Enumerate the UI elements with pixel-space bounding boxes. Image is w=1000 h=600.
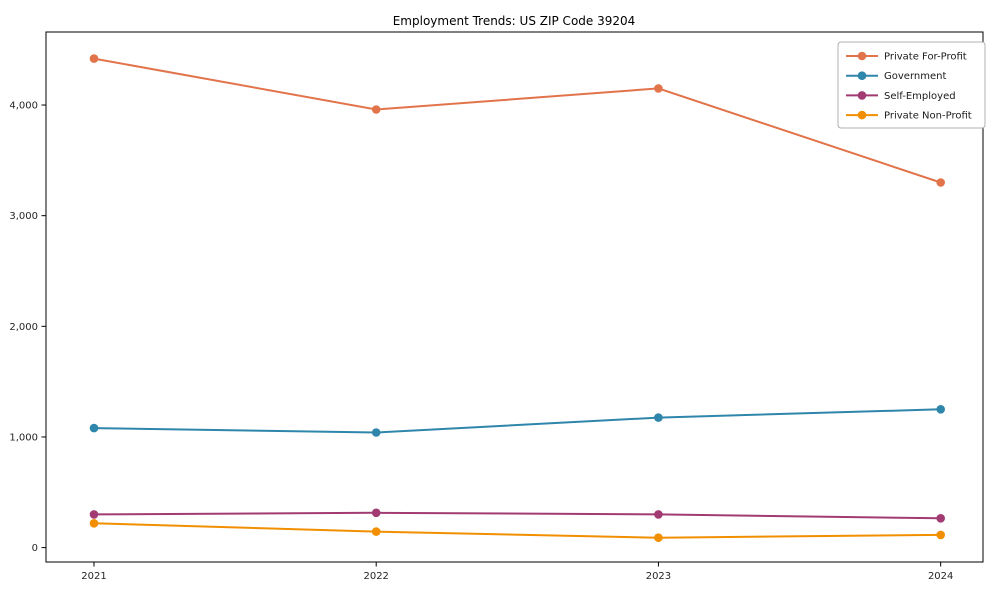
- data-point-marker: [936, 178, 945, 187]
- data-point-marker: [654, 533, 663, 542]
- data-point-marker: [89, 510, 99, 519]
- data-point-marker: [654, 510, 663, 519]
- legend-entry-label: Government: [884, 71, 946, 82]
- data-point-marker: [936, 405, 945, 414]
- series-line: [93, 408, 942, 434]
- y-tick-label: 3,000: [9, 211, 38, 222]
- series-line: [93, 511, 942, 520]
- y-tick-label: 1,000: [9, 432, 38, 443]
- x-tick-label: 2024: [928, 571, 953, 582]
- legend-entry-label: Private Non-Profit: [884, 111, 972, 122]
- legend-sample-marker: [857, 91, 867, 100]
- data-series: [89, 54, 945, 542]
- data-point-marker: [371, 105, 381, 114]
- legend-sample-marker: [857, 110, 867, 120]
- legend-entry-label: Private For-Profit: [884, 52, 967, 63]
- data-point-marker: [89, 423, 99, 433]
- y-tick-label: 0: [32, 543, 38, 554]
- y-tick-label: 4,000: [9, 101, 38, 112]
- legend: Private For-Profit Government Self-Employe…: [837, 41, 986, 129]
- x-tick-label: 2021: [81, 571, 106, 582]
- data-point-marker: [89, 519, 99, 528]
- series-line: [93, 57, 942, 184]
- plot-frame: [45, 31, 984, 563]
- legend-box: [837, 41, 986, 129]
- data-point-marker: [936, 530, 945, 540]
- data-point-marker: [371, 527, 381, 536]
- data-point-marker: [654, 84, 663, 93]
- legend-entry-label: Self-Employed: [884, 91, 956, 102]
- legend-sample-marker: [857, 51, 867, 61]
- legend-sample-marker: [857, 71, 867, 80]
- x-tick-label: 2023: [646, 571, 671, 582]
- data-point-marker: [89, 54, 99, 63]
- x-tick-label: 2022: [363, 571, 388, 582]
- data-point-marker: [936, 514, 945, 523]
- axes: 0 1,000 2,000 3,000 4,000 2021 2022 2023 2024: [9, 31, 984, 582]
- chart-title: Employment Trends: US ZIP Code 39204: [393, 14, 636, 28]
- data-point-marker: [654, 413, 663, 422]
- data-point-marker: [371, 508, 381, 518]
- series-line: [93, 522, 942, 539]
- y-tick-label: 2,000: [9, 322, 38, 333]
- data-point-marker: [371, 428, 381, 437]
